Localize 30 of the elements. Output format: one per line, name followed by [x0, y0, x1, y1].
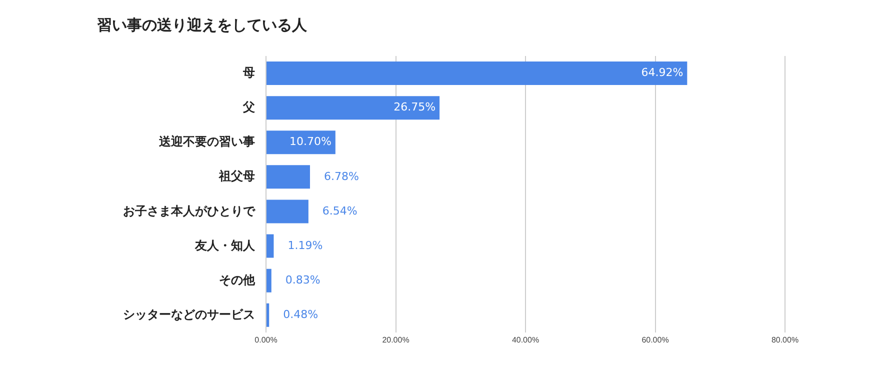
- bar: [266, 234, 274, 258]
- y-tick-label: 友人・知人: [194, 238, 256, 252]
- data-label: 6.78%: [324, 170, 359, 183]
- data-label: 1.19%: [288, 238, 323, 252]
- data-label: 64.92%: [641, 66, 684, 80]
- chart-title: 習い事の送り迎えをしている人: [97, 16, 307, 35]
- x-tick-label: 0.00%: [254, 335, 278, 344]
- bar: [266, 200, 308, 224]
- bar: [266, 96, 440, 120]
- bar: [266, 268, 272, 292]
- data-label: 10.70%: [289, 135, 332, 148]
- x-tick-label: 20.00%: [382, 335, 410, 344]
- bar: [266, 130, 336, 154]
- bar: [266, 165, 310, 189]
- x-tick-label: 60.00%: [642, 335, 669, 344]
- data-label: 26.75%: [394, 100, 436, 114]
- y-tick-label: その他: [219, 272, 256, 287]
- y-tick-label: 父: [242, 100, 255, 114]
- data-label: 6.54%: [322, 204, 358, 218]
- data-label: 0.83%: [285, 273, 320, 286]
- bar: [266, 62, 688, 86]
- y-tick-label: お子さま本人がひとりで: [123, 204, 256, 218]
- data-label: 0.48%: [283, 308, 318, 321]
- y-tick-label: シッターなどのサービス: [123, 307, 255, 322]
- y-tick-label: 母: [242, 66, 255, 80]
- x-tick-label: 80.00%: [771, 335, 799, 344]
- x-tick-label: 40.00%: [512, 335, 540, 344]
- bar: [266, 303, 270, 327]
- y-tick-label: 送迎不要の習い事: [158, 134, 255, 149]
- y-tick-label: 祖父母: [218, 169, 255, 184]
